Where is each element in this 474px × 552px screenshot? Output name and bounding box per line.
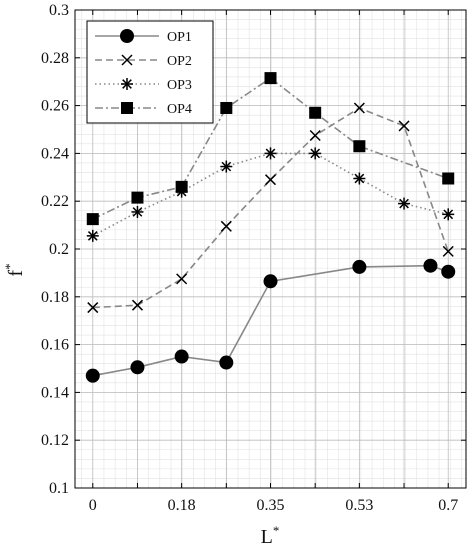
data-point-op4 [353, 140, 365, 152]
x-axis-title-sup: * [273, 523, 280, 538]
data-point-op1 [86, 369, 100, 383]
data-point-op3 [265, 147, 277, 159]
x-tick-label: 0 [89, 497, 97, 514]
data-point-op1 [352, 260, 366, 274]
x-tick-label: 0.53 [345, 497, 373, 514]
data-point-op3 [353, 172, 365, 184]
data-point-op1 [175, 350, 189, 364]
data-point-op4 [442, 172, 454, 184]
y-tick-label: 0.22 [41, 193, 69, 210]
y-tick-label: 0.12 [41, 432, 69, 449]
y-tick-label: 0.28 [41, 50, 69, 67]
legend-label-op3: OP3 [167, 78, 192, 93]
y-tick-label: 0.24 [41, 145, 69, 162]
x-tick-label: 0.18 [168, 497, 196, 514]
data-point-op3 [398, 198, 410, 210]
legend-label-op2: OP2 [167, 54, 192, 69]
legend-marker-op3 [121, 78, 133, 90]
legend: OP1 OP2 OP3 OP4 [87, 21, 213, 123]
data-point-op3 [442, 208, 454, 220]
data-point-op4 [87, 213, 99, 225]
data-point-op3 [220, 161, 232, 173]
data-point-op4 [265, 72, 277, 84]
data-point-op3 [309, 147, 321, 159]
data-point-op1 [130, 360, 144, 374]
data-point-op1 [441, 265, 455, 279]
y-axis-title: f* [2, 263, 27, 276]
y-tick-label: 0.16 [41, 337, 69, 354]
data-point-op1 [264, 274, 278, 288]
y-tick-label: 0.14 [41, 384, 69, 401]
y-tick-label: 0.2 [49, 241, 69, 258]
data-point-op3 [131, 206, 143, 218]
x-axis-title: L* [261, 523, 280, 548]
y-axis-title-sup: * [2, 263, 17, 270]
data-point-op3 [87, 230, 99, 242]
data-point-op4 [220, 102, 232, 114]
legend-label-op4: OP4 [167, 102, 192, 117]
x-tick-label: 0.7 [438, 497, 458, 514]
data-point-op1 [423, 259, 437, 273]
data-point-op4 [309, 107, 321, 119]
y-tick-label: 0.1 [49, 480, 69, 497]
data-point-op4 [176, 181, 188, 193]
data-point-op4 [131, 192, 143, 204]
x-tick-label: 0.35 [257, 497, 285, 514]
legend-marker-op4 [121, 102, 133, 114]
x-axis-title-main: L [261, 526, 273, 548]
legend-marker-op1 [120, 29, 134, 43]
legend-label-op1: OP1 [167, 30, 192, 45]
data-point-op1 [219, 356, 233, 370]
y-tick-label: 0.26 [41, 98, 69, 115]
y-tick-label: 0.18 [41, 289, 69, 306]
y-tick-label: 0.3 [49, 2, 69, 19]
